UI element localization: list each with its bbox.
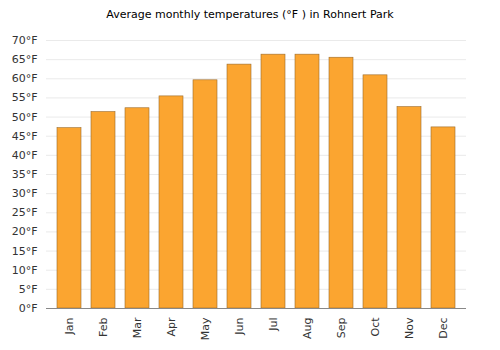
svg-text:10°F: 10°F bbox=[12, 264, 38, 277]
svg-text:65°F: 65°F bbox=[12, 53, 38, 66]
svg-text:Apr: Apr bbox=[165, 317, 178, 337]
svg-text:Oct: Oct bbox=[369, 317, 382, 337]
svg-text:Mar: Mar bbox=[131, 317, 144, 338]
svg-text:35°F: 35°F bbox=[12, 168, 38, 181]
svg-text:Dec: Dec bbox=[437, 318, 450, 339]
svg-text:30°F: 30°F bbox=[12, 187, 38, 200]
svg-text:60°F: 60°F bbox=[12, 72, 38, 85]
svg-text:May: May bbox=[199, 317, 212, 340]
svg-text:40°F: 40°F bbox=[12, 149, 38, 162]
svg-text:70°F: 70°F bbox=[12, 34, 38, 47]
svg-text:Aug: Aug bbox=[301, 318, 314, 339]
svg-text:Feb: Feb bbox=[97, 317, 110, 336]
svg-text:45°F: 45°F bbox=[12, 130, 38, 143]
svg-text:55°F: 55°F bbox=[12, 91, 38, 104]
svg-text:Jan: Jan bbox=[63, 317, 76, 335]
svg-text:15°F: 15°F bbox=[12, 245, 38, 258]
svg-text:25°F: 25°F bbox=[12, 206, 38, 219]
svg-text:Jul: Jul bbox=[267, 318, 280, 332]
svg-text:Jun: Jun bbox=[233, 317, 246, 335]
svg-text:Nov: Nov bbox=[403, 317, 416, 339]
svg-text:50°F: 50°F bbox=[12, 111, 38, 124]
svg-text:Sep: Sep bbox=[335, 317, 348, 338]
svg-text:5°F: 5°F bbox=[19, 283, 38, 296]
svg-text:0°F: 0°F bbox=[19, 302, 38, 315]
html-text:Average monthly temperatures (: Average monthly temperatures (°F ) in Ro… bbox=[106, 8, 394, 21]
svg-text:20°F: 20°F bbox=[12, 225, 38, 238]
